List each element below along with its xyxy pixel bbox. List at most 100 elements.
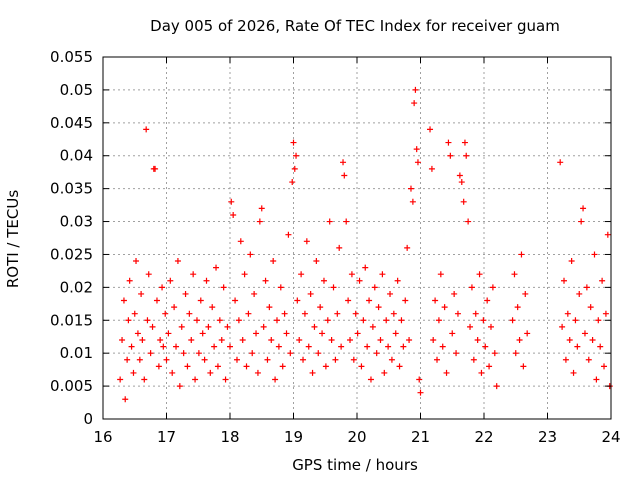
data-point: [134, 330, 141, 337]
data-point: [451, 290, 458, 297]
data-point: [328, 337, 335, 344]
data-point: [428, 165, 435, 172]
data-point: [305, 343, 312, 350]
data-point: [207, 369, 214, 376]
data-point: [566, 337, 573, 344]
data-point: [341, 172, 348, 179]
data-point: [270, 258, 277, 265]
data-point: [447, 152, 454, 159]
x-tick-label: 21: [411, 428, 430, 446]
data-point: [360, 317, 367, 324]
y-axis-tick-labels: 0 0.005 0.01 0.015 0.02 0.025 0.03 0.035 0.04 0.0…: [50, 48, 93, 428]
data-point: [402, 297, 409, 304]
y-tick-label: 0.045: [50, 114, 93, 132]
x-axis-tick-labels: 16 17 18 19 20 21 22 23 24: [93, 428, 620, 446]
data-point: [228, 198, 235, 205]
data-point: [354, 330, 361, 337]
data-point: [377, 337, 384, 344]
data-point: [273, 317, 280, 324]
data-point: [412, 86, 419, 93]
data-point: [460, 198, 467, 205]
data-point: [570, 369, 577, 376]
data-point: [487, 323, 494, 330]
data-point: [398, 317, 405, 324]
x-tick-label: 22: [474, 428, 493, 446]
data-point: [449, 330, 456, 337]
data-point: [309, 369, 316, 376]
data-points: [117, 86, 613, 403]
data-point: [417, 389, 424, 396]
data-point: [407, 185, 414, 192]
data-point: [147, 350, 154, 357]
y-tick-label: 0.01: [60, 344, 93, 362]
data-point: [434, 356, 441, 363]
data-point: [153, 297, 160, 304]
data-point: [392, 330, 399, 337]
y-tick-label: 0.015: [50, 311, 93, 329]
data-point: [474, 337, 481, 344]
data-point: [461, 139, 468, 146]
data-point: [480, 317, 487, 324]
data-point: [330, 284, 337, 291]
data-point: [493, 383, 500, 390]
data-point: [394, 277, 401, 284]
data-point: [167, 277, 174, 284]
data-point: [340, 159, 347, 166]
data-point: [572, 317, 579, 324]
data-point: [144, 317, 151, 324]
data-point: [138, 290, 145, 297]
data-point: [171, 304, 178, 311]
data-point: [599, 277, 606, 284]
y-tick-label: 0.03: [60, 213, 93, 231]
data-point: [578, 218, 585, 225]
data-point: [324, 317, 331, 324]
data-point: [247, 251, 254, 258]
data-point: [332, 356, 339, 363]
data-point: [465, 218, 472, 225]
data-point: [362, 264, 369, 271]
data-point: [289, 179, 296, 186]
data-point: [159, 284, 166, 291]
data-point: [190, 271, 197, 278]
data-point: [264, 356, 271, 363]
data-point: [511, 271, 518, 278]
data-point: [126, 277, 133, 284]
data-point: [336, 244, 343, 251]
data-point: [472, 310, 479, 317]
data-point: [136, 356, 143, 363]
data-point: [383, 317, 390, 324]
y-tick-label: 0.025: [50, 245, 93, 263]
data-point: [387, 290, 394, 297]
data-point: [385, 343, 392, 350]
data-point: [283, 330, 290, 337]
axis-ticks: [102, 56, 612, 420]
chart-title: Day 005 of 2026, Rate Of TEC Index for r…: [150, 17, 560, 35]
data-point: [478, 369, 485, 376]
data-point: [470, 356, 477, 363]
x-tick-label: 24: [601, 428, 620, 446]
data-point: [266, 304, 273, 311]
data-point: [369, 323, 376, 330]
data-point: [301, 310, 308, 317]
y-tick-label: 0.055: [50, 48, 93, 66]
data-point: [296, 337, 303, 344]
data-point: [293, 152, 300, 159]
data-point: [373, 350, 380, 357]
data-point: [454, 310, 461, 317]
data-point: [235, 317, 242, 324]
data-point: [602, 310, 609, 317]
data-point: [195, 350, 202, 357]
data-point: [213, 264, 220, 271]
data-point: [441, 304, 448, 311]
data-point: [155, 363, 162, 370]
data-point: [287, 350, 294, 357]
data-point: [272, 376, 279, 383]
y-tick-label: 0.02: [60, 278, 93, 296]
data-point: [509, 317, 516, 324]
data-point: [281, 310, 288, 317]
x-tick-label: 16: [93, 428, 112, 446]
data-point: [491, 350, 498, 357]
data-point: [241, 271, 248, 278]
data-point: [427, 126, 434, 133]
data-point: [589, 337, 596, 344]
